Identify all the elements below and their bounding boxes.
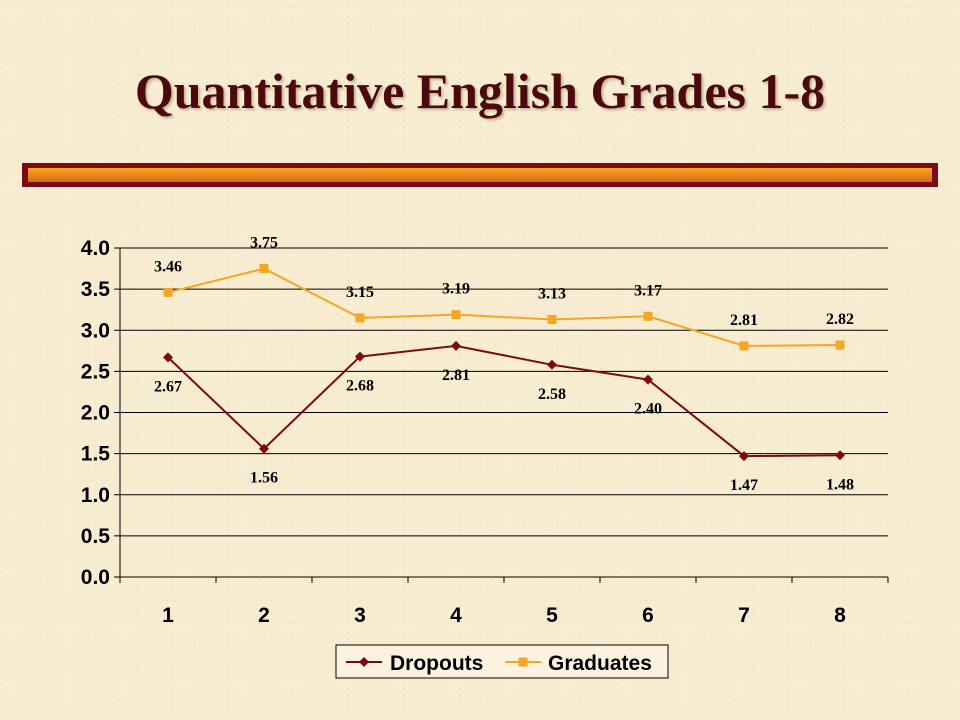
data-point-graduates <box>835 340 845 350</box>
data-point-dropouts <box>835 450 845 461</box>
y-tick-label: 3.5 <box>81 278 111 301</box>
y-tick-label: 1.0 <box>81 484 110 507</box>
data-point-dropouts <box>355 351 365 362</box>
x-tick-label: 8 <box>834 604 846 627</box>
chart-legend: Dropouts Graduates <box>335 644 669 679</box>
data-label-graduates: 3.13 <box>538 286 566 303</box>
chart-data-labels: 2.67 1.56 2.68 2.81 2.58 2.40 1.47 1.48 3.46 3.75… <box>154 235 854 495</box>
legend-box <box>335 644 669 679</box>
data-label-graduates: 3.17 <box>634 282 662 299</box>
series-line-graduates <box>167 267 841 347</box>
y-tick-label: 0.5 <box>81 525 111 548</box>
y-tick-label: 1.5 <box>81 443 111 466</box>
legend-marker-dropouts <box>359 657 369 667</box>
x-tick-label: 7 <box>738 604 750 627</box>
y-tick-label: 4.0 <box>81 237 110 260</box>
data-label-graduates: 2.82 <box>826 311 854 328</box>
series-line-dropouts <box>167 344 841 458</box>
data-point-dropouts <box>163 352 173 363</box>
data-label-dropouts: 2.68 <box>346 378 374 395</box>
data-point-graduates <box>259 264 269 274</box>
data-point-dropouts <box>451 340 461 351</box>
data-label-dropouts: 1.47 <box>730 477 758 494</box>
data-point-graduates <box>643 311 653 321</box>
data-label-dropouts: 1.56 <box>250 470 278 487</box>
data-point-graduates <box>451 310 461 320</box>
data-label-dropouts: 2.40 <box>634 401 662 418</box>
legend-label-dropouts: Dropouts <box>390 652 483 675</box>
x-tick-label: 1 <box>162 604 174 627</box>
data-point-dropouts <box>739 451 749 462</box>
legend-label-graduates: Graduates <box>548 652 652 675</box>
data-label-dropouts: 2.58 <box>538 386 566 403</box>
data-point-dropouts <box>547 359 557 370</box>
data-point-graduates <box>739 341 749 351</box>
chart-axes: 0.0 0.5 1.0 1.5 2.0 2.5 3.0 3.5 4.0 1 2 3 4 5 6 7 8 <box>81 237 889 627</box>
data-label-graduates: 3.19 <box>442 281 470 298</box>
data-label-graduates: 3.75 <box>250 235 278 252</box>
data-label-graduates: 2.81 <box>730 312 758 329</box>
legend-marker-graduates <box>518 657 528 667</box>
data-point-dropouts <box>259 443 269 454</box>
chart-series <box>163 264 845 462</box>
x-tick-label: 4 <box>450 604 462 627</box>
y-tick-label: 2.5 <box>81 360 111 383</box>
chart-gridlines <box>120 247 888 578</box>
data-point-graduates <box>163 287 173 297</box>
data-point-graduates <box>547 315 557 325</box>
slide-title: Quantitative English Grades 1-8 <box>134 63 826 119</box>
title-divider-bar <box>22 163 938 187</box>
data-label-dropouts: 2.81 <box>442 367 470 384</box>
y-tick-label: 2.0 <box>81 402 110 425</box>
data-point-graduates <box>355 313 365 323</box>
data-label-dropouts: 1.48 <box>826 476 854 493</box>
y-tick-label: 3.0 <box>81 319 110 342</box>
x-tick-label: 6 <box>642 604 654 627</box>
data-label-graduates: 3.15 <box>346 284 374 301</box>
y-tick-label: 0.0 <box>81 566 110 589</box>
x-tick-label: 5 <box>546 604 558 627</box>
data-label-dropouts: 2.67 <box>154 378 182 395</box>
x-tick-label: 3 <box>354 604 366 627</box>
data-point-dropouts <box>643 374 653 385</box>
x-tick-label: 2 <box>258 604 270 627</box>
data-label-graduates: 3.46 <box>154 258 182 275</box>
